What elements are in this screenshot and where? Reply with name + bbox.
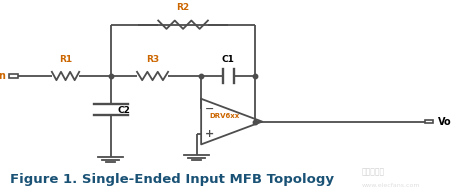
Text: −: −: [204, 104, 213, 114]
Text: R2: R2: [176, 3, 189, 12]
Text: R1: R1: [59, 55, 72, 64]
Text: Vout: Vout: [437, 117, 451, 127]
Text: C1: C1: [221, 55, 234, 64]
Text: C2: C2: [117, 106, 130, 115]
Text: www.elecfans.com: www.elecfans.com: [361, 183, 419, 188]
Text: DRV6xx: DRV6xx: [209, 113, 239, 120]
Text: Figure 1. Single-Ended Input MFB Topology: Figure 1. Single-Ended Input MFB Topolog…: [10, 173, 333, 186]
Text: +: +: [204, 129, 213, 139]
Bar: [424, 120, 433, 123]
Text: Vin: Vin: [0, 71, 7, 81]
Bar: [9, 74, 18, 78]
Text: 电子发烧友: 电子发烧友: [361, 168, 384, 177]
Text: R3: R3: [146, 55, 159, 64]
